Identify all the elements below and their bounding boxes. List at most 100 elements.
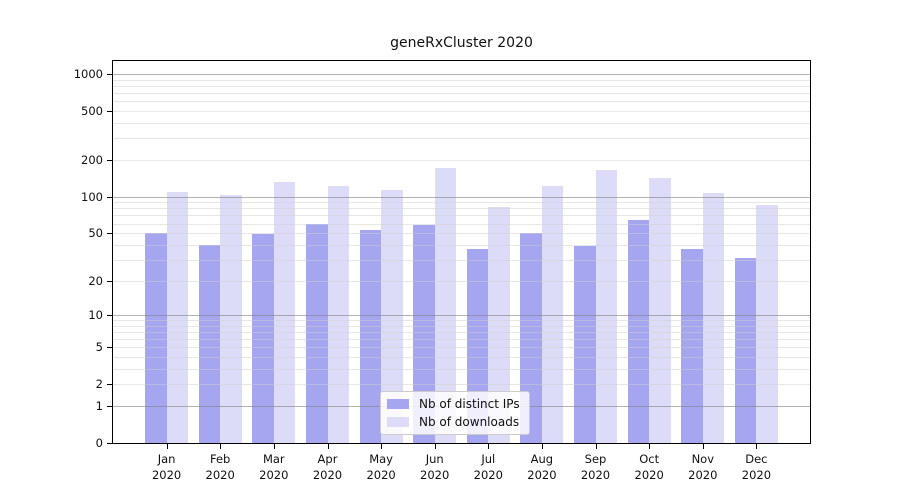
y-tick-500: [107, 111, 113, 113]
x-tick-oct: [649, 443, 651, 449]
x-label-month: Jun: [425, 452, 444, 466]
x-label-month: Feb: [210, 452, 231, 466]
y-tick-1: [107, 406, 113, 407]
x-label-month: Apr: [317, 452, 338, 466]
x-tick-label-apr: Apr 2020: [296, 452, 360, 483]
y-tick-5: [107, 347, 113, 349]
x-label-month: Sep: [584, 452, 607, 466]
x-tick-label-may: May 2020: [349, 452, 413, 483]
x-label-month: Mar: [262, 452, 285, 466]
x-label-year: 2020: [473, 467, 503, 482]
y-tick-label-50: 50: [88, 226, 103, 241]
bar-nb-of-distinct-ips-jan: [145, 233, 167, 443]
x-tick-label-jan: Jan 2020: [135, 452, 199, 483]
bar-nb-of-distinct-ips-may: [359, 230, 382, 443]
bar-nb-of-downloads-feb: [220, 194, 242, 443]
y-gridline-minor-400: [113, 123, 810, 124]
y-gridline-minor-900: [113, 79, 810, 81]
y-gridline-minor-800: [113, 86, 810, 88]
legend: Nb of distinct IPs Nb of downloads: [380, 391, 530, 435]
bar-nb-of-downloads-jun: [434, 167, 457, 443]
y-gridline-minor-700: [113, 93, 810, 95]
bar-nb-of-downloads-sep: [595, 170, 617, 443]
bar-nb-of-distinct-ips-jun: [413, 225, 435, 443]
x-tick-nov: [702, 443, 704, 449]
x-tick-label-jun: Jun 2020: [403, 452, 467, 483]
x-label-month: Jan: [157, 452, 176, 466]
legend-label-distinct-ips: Nb of distinct IPs: [419, 397, 520, 411]
x-tick-mar: [273, 443, 275, 449]
legend-row-distinct-ips: Nb of distinct IPs: [387, 397, 520, 411]
y-tick-label-10: 10: [88, 308, 103, 322]
x-tick-jan: [166, 443, 168, 449]
x-label-year: 2020: [366, 467, 396, 482]
y-tick-10: [107, 315, 113, 316]
x-tick-dec: [756, 443, 758, 449]
y-tick-0: [107, 443, 113, 444]
x-label-year: 2020: [151, 467, 182, 482]
y-tick-1000: [107, 74, 113, 76]
x-tick-label-aug: Aug 2020: [510, 452, 574, 483]
legend-row-downloads: Nb of downloads: [387, 415, 520, 429]
y-gridline-minor-500: [113, 111, 810, 113]
bar-nb-of-distinct-ips-sep: [574, 246, 596, 443]
y-tick-2: [107, 384, 113, 386]
x-label-year: 2020: [205, 467, 235, 482]
bar-nb-of-distinct-ips-dec: [734, 258, 757, 443]
bar-nb-of-downloads-may: [381, 189, 403, 443]
x-tick-label-jul: Jul 2020: [456, 452, 520, 483]
bar-nb-of-distinct-ips-nov: [681, 248, 703, 443]
plot-area: Nb of distinct IPs Nb of downloads Jan 20…: [74, 60, 811, 482]
y-tick-label-500: 500: [81, 104, 103, 119]
bar-nb-of-distinct-ips-aug: [520, 233, 542, 443]
bar-nb-of-distinct-ips-feb: [198, 244, 221, 443]
legend-swatch-distinct-ips-icon: [387, 399, 409, 409]
y-gridline-minor-600: [113, 101, 810, 103]
chart-title: geneRxCluster 2020: [390, 35, 533, 51]
y-tick-100: [107, 196, 113, 198]
x-label-month: Aug: [530, 452, 554, 466]
x-label-month: Jul: [481, 452, 496, 466]
bar-nb-of-distinct-ips-mar: [252, 234, 274, 443]
legend-label-downloads: Nb of downloads: [419, 415, 520, 429]
x-label-year: 2020: [741, 467, 772, 482]
x-label-year: 2020: [420, 467, 450, 482]
x-tick-sep: [595, 443, 597, 449]
y-tick-label-100: 100: [81, 189, 103, 204]
bar-nb-of-downloads-nov: [702, 192, 725, 443]
x-tick-label-sep: Sep 2020: [564, 452, 628, 483]
x-label-year: 2020: [527, 467, 557, 482]
y-gridline-minor-300: [113, 138, 810, 140]
y-gridline-minor-200: [113, 159, 810, 161]
x-label-year: 2020: [580, 467, 611, 482]
y-tick-label-20: 20: [88, 273, 103, 288]
bar-nb-of-downloads-aug: [541, 185, 564, 443]
x-tick-label-dec: Dec 2020: [724, 452, 788, 483]
x-label-month: Oct: [639, 452, 660, 466]
y-tick-label-0: 0: [95, 436, 103, 450]
y-tick-label-2: 2: [95, 377, 103, 392]
y-tick-label-1000: 1000: [73, 67, 103, 82]
x-tick-label-feb: Feb 2020: [188, 452, 252, 483]
y-tick-label-1: 1: [95, 399, 103, 413]
x-tick-label-nov: Nov 2020: [671, 452, 735, 483]
x-tick-aug: [541, 443, 543, 449]
x-tick-jun: [434, 443, 436, 449]
x-label-year: 2020: [312, 467, 343, 482]
y-tick-20: [107, 280, 113, 282]
x-label-month: Dec: [745, 452, 768, 466]
legend-swatch-downloads-icon: [387, 417, 409, 427]
y-tick-label-200: 200: [81, 152, 103, 167]
x-tick-may: [381, 443, 383, 449]
x-label-year: 2020: [688, 467, 718, 482]
bar-nb-of-downloads-mar: [273, 181, 296, 443]
y-gridline-major-1000: [113, 74, 810, 76]
x-tick-jul: [488, 443, 490, 449]
x-tick-feb: [220, 443, 222, 449]
x-tick-label-oct: Oct 2020: [617, 452, 681, 483]
x-label-month: Nov: [691, 452, 715, 466]
bar-nb-of-downloads-dec: [756, 204, 778, 443]
x-tick-apr: [327, 443, 329, 449]
bar-nb-of-distinct-ips-apr: [306, 224, 328, 443]
